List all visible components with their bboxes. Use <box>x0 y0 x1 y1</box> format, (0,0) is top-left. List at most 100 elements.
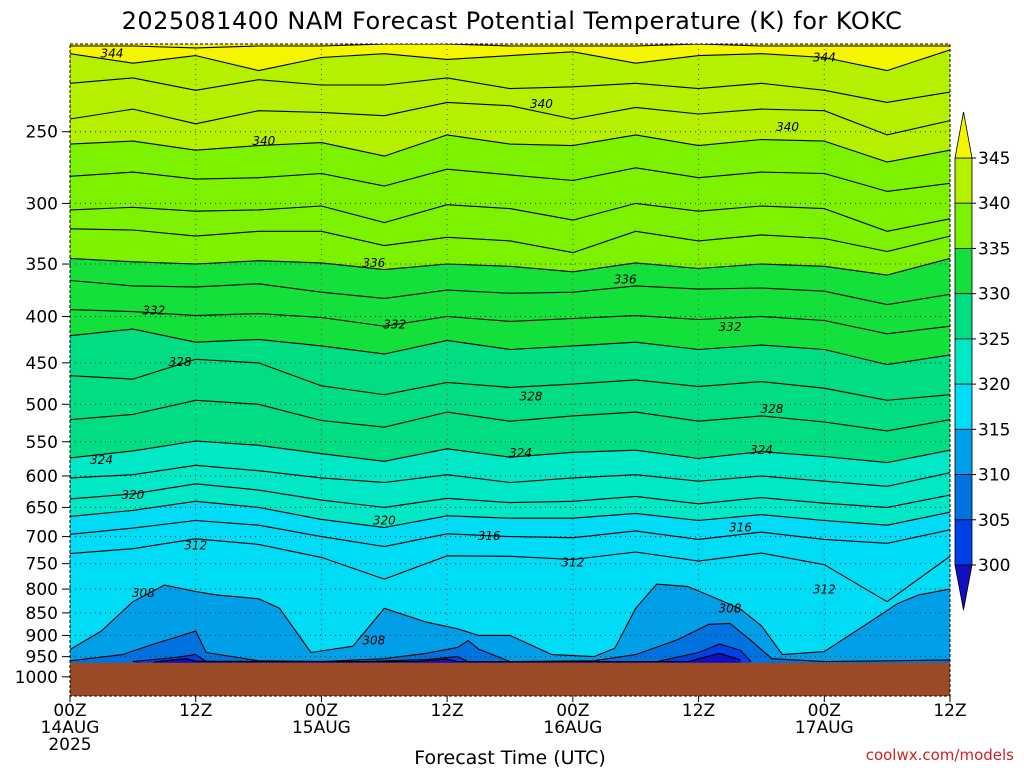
x-tick-label: 12Z <box>179 701 212 721</box>
contour-label: 344 <box>813 51 836 65</box>
contour-label: 320 <box>121 488 144 502</box>
y-tick-label: 500 <box>26 395 58 415</box>
svg-text:324: 324 <box>90 453 113 467</box>
x-tick-label: 2025 <box>48 735 91 755</box>
y-tick-label: 550 <box>26 433 58 453</box>
y-tick-label: 600 <box>26 467 58 487</box>
y-tick-label: 950 <box>26 648 58 668</box>
svg-text:328: 328 <box>519 389 542 403</box>
contour-label: 336 <box>614 272 637 286</box>
contour-label: 328 <box>519 389 542 403</box>
contour-label: 336 <box>362 256 385 270</box>
y-tick-label: 300 <box>26 194 58 214</box>
x-tick-label: 00Z <box>556 701 589 721</box>
colorbar-label: 305 <box>978 511 1010 531</box>
y-tick-label: 850 <box>26 604 58 624</box>
colorbar-top-arrow <box>954 111 973 159</box>
contour-line <box>70 538 950 603</box>
svg-text:308: 308 <box>132 586 155 600</box>
colorbar-swatch <box>954 428 973 475</box>
contour-label: 312 <box>561 556 584 570</box>
svg-text:316: 316 <box>478 529 501 543</box>
svg-text:340: 340 <box>776 120 799 134</box>
colorbar-bottom-arrow <box>954 564 973 611</box>
svg-text:312: 312 <box>184 538 207 552</box>
contour-label: 308 <box>719 601 742 615</box>
svg-text:324: 324 <box>750 443 773 457</box>
contour-line <box>70 44 950 49</box>
contour-line <box>70 202 950 232</box>
contour-line <box>70 167 950 192</box>
svg-text:308: 308 <box>362 634 385 648</box>
svg-text:320: 320 <box>373 514 396 528</box>
svg-text:340: 340 <box>252 134 275 148</box>
x-tick-label: 00Z <box>305 701 338 721</box>
colorbar-label: 300 <box>978 556 1010 576</box>
svg-text:320: 320 <box>121 488 144 502</box>
colorbar-label: 340 <box>978 194 1010 214</box>
contour-label: 312 <box>813 583 836 597</box>
colorbar-label: 320 <box>978 375 1010 395</box>
contour-line <box>70 440 950 464</box>
svg-text:312: 312 <box>561 556 584 570</box>
colorbar-swatch <box>954 474 973 521</box>
colorbar-label: 325 <box>978 330 1010 350</box>
y-tick-label: 350 <box>26 255 58 275</box>
contour-label: 324 <box>750 443 773 457</box>
colorbar-label: 330 <box>978 285 1010 305</box>
contour-line <box>70 358 950 401</box>
contour-label: 328 <box>760 402 783 416</box>
colorbar-label: 310 <box>978 466 1010 486</box>
contour-label: 324 <box>509 446 532 460</box>
svg-text:332: 332 <box>719 320 742 334</box>
contour-label: 332 <box>383 317 406 331</box>
colorbar-swatch <box>954 519 973 566</box>
contour-label: 324 <box>90 453 113 467</box>
contour-line <box>70 500 950 529</box>
contour-line <box>132 643 752 663</box>
y-tick-label: 800 <box>26 580 58 600</box>
x-tick-label: 17AUG <box>795 718 854 738</box>
colorbar-swatch <box>954 293 973 340</box>
y-tick-label: 650 <box>26 498 58 518</box>
svg-text:344: 344 <box>813 51 836 65</box>
contour-label: 308 <box>362 634 385 648</box>
svg-text:324: 324 <box>509 446 532 460</box>
y-tick-label: 1000 <box>15 668 58 688</box>
contour-fills <box>70 44 950 696</box>
contour-label: 340 <box>776 120 799 134</box>
svg-text:328: 328 <box>169 355 192 369</box>
plot-area: 344 344 340 340 340 336 336 332 332 332 328 328 328 3… <box>70 44 950 696</box>
contour-line <box>70 279 950 306</box>
contour-line <box>70 77 950 103</box>
y-tick-label: 750 <box>26 555 58 575</box>
contour-line <box>70 49 950 72</box>
contour-line <box>70 622 950 663</box>
colorbar-label: 345 <box>978 149 1010 169</box>
svg-text:344: 344 <box>100 47 123 61</box>
contour-line <box>70 101 950 136</box>
svg-text:332: 332 <box>383 317 406 331</box>
contour-lines <box>70 44 950 663</box>
contour-label: 328 <box>169 355 192 369</box>
x-tick-label: 16AUG <box>543 718 602 738</box>
ground-terrain <box>70 662 950 696</box>
colorbar-swatch <box>954 248 973 295</box>
y-axis: 2503003504004505005506006507007508008509… <box>15 123 70 688</box>
contour-line <box>70 328 950 366</box>
contour-label: 340 <box>530 97 553 111</box>
colorbar-label: 315 <box>978 420 1010 440</box>
y-tick-label: 250 <box>26 123 58 143</box>
colorbar: 345 340 335 330 325 320 315 310 305 300 <box>954 111 1010 611</box>
x-tick-label: 12Z <box>431 701 464 721</box>
svg-text:328: 328 <box>760 402 783 416</box>
contour-label: 316 <box>478 529 501 543</box>
y-tick-label: 700 <box>26 528 58 548</box>
x-tick-label: 14AUG <box>41 718 100 738</box>
contour-line <box>70 134 950 163</box>
contour-line <box>70 464 950 487</box>
x-tick-label: 00Z <box>808 701 841 721</box>
x-tick-label: 12Z <box>682 701 715 721</box>
contour-line <box>70 399 950 432</box>
